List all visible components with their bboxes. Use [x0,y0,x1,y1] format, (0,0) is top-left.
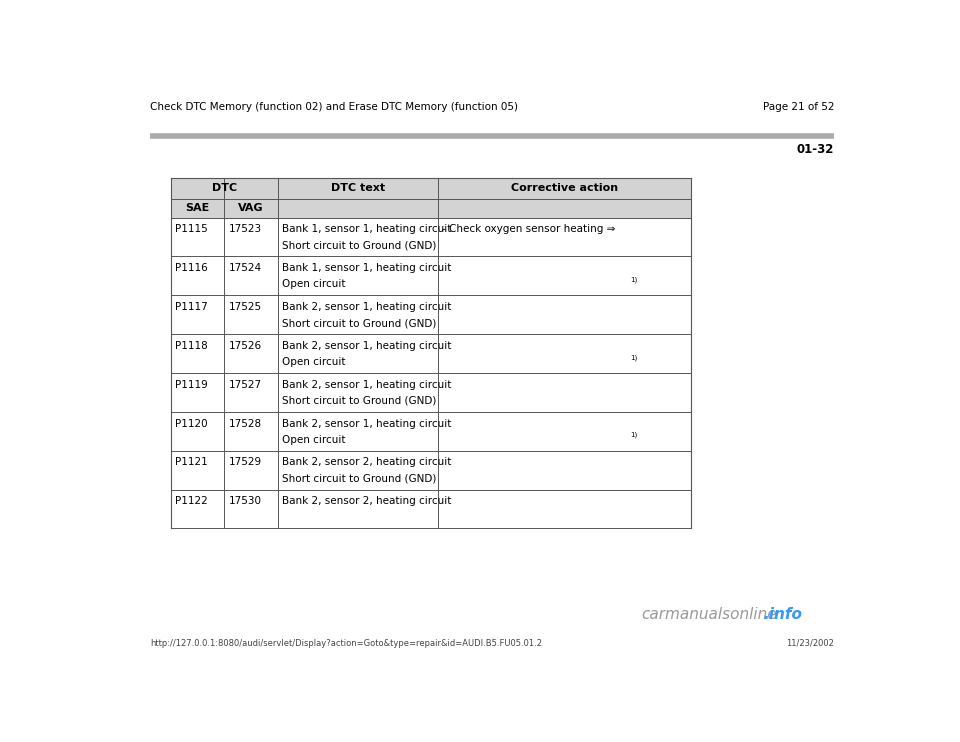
Text: P1116: P1116 [175,263,207,273]
Text: 17528: 17528 [228,418,262,428]
Text: Page 21 of 52: Page 21 of 52 [763,102,834,111]
Text: Bank 2, sensor 1, heating circuit: Bank 2, sensor 1, heating circuit [282,380,451,390]
Text: 17524: 17524 [228,263,262,273]
Text: 17525: 17525 [228,302,262,312]
Text: P1115: P1115 [175,224,207,234]
Text: Bank 1, sensor 1, heating circuit: Bank 1, sensor 1, heating circuit [282,224,451,234]
Text: 17523: 17523 [228,224,262,234]
Text: 01-32: 01-32 [797,143,834,157]
Text: Bank 2, sensor 2, heating circuit: Bank 2, sensor 2, heating circuit [282,496,451,506]
Bar [171,200,691,217]
Text: Corrective action: Corrective action [511,183,618,194]
Text: Bank 2, sensor 1, heating circuit: Bank 2, sensor 1, heating circuit [282,302,451,312]
Text: http://127.0.0.1:8080/audi/servlet/Display?action=Goto&type=repair&id=AUDI.B5.FU: http://127.0.0.1:8080/audi/servlet/Displ… [150,639,541,648]
Text: Open circuit: Open circuit [282,280,346,289]
Text: P1117: P1117 [175,302,207,312]
Text: Bank 2, sensor 1, heating circuit: Bank 2, sensor 1, heating circuit [282,418,451,428]
Text: Open circuit: Open circuit [282,357,346,367]
Text: 1): 1) [631,277,637,283]
Text: Short circuit to Ground (GND): Short circuit to Ground (GND) [282,240,437,251]
Text: carmanualsonline: carmanualsonline [641,606,777,622]
Text: Bank 2, sensor 1, heating circuit: Bank 2, sensor 1, heating circuit [282,341,451,351]
Text: Check DTC Memory (function 02) and Erase DTC Memory (function 05): Check DTC Memory (function 02) and Erase… [150,102,517,111]
Text: 17529: 17529 [228,457,262,467]
Text: P1119: P1119 [175,380,207,390]
Text: P1121: P1121 [175,457,207,467]
Text: 1): 1) [631,354,637,361]
Text: .info: .info [763,606,803,622]
Text: SAE: SAE [185,203,209,214]
Text: P1118: P1118 [175,341,207,351]
Text: DTC text: DTC text [330,183,385,194]
Text: 17530: 17530 [228,496,262,506]
Text: P1122: P1122 [175,496,207,506]
Text: Short circuit to Ground (GND): Short circuit to Ground (GND) [282,318,437,328]
Text: VAG: VAG [238,203,264,214]
Text: P1120: P1120 [175,418,207,428]
Text: DTC: DTC [211,183,237,194]
Text: Bank 2, sensor 2, heating circuit: Bank 2, sensor 2, heating circuit [282,457,451,467]
Text: 1): 1) [631,432,637,439]
Text: Bank 1, sensor 1, heating circuit: Bank 1, sensor 1, heating circuit [282,263,451,273]
Text: 17526: 17526 [228,341,262,351]
Text: Open circuit: Open circuit [282,435,346,444]
Text: Short circuit to Ground (GND): Short circuit to Ground (GND) [282,396,437,406]
Text: Short circuit to Ground (GND): Short circuit to Ground (GND) [282,473,437,484]
Text: 17527: 17527 [228,380,262,390]
Bar [171,177,691,200]
Text: - Check oxygen sensor heating ⇒: - Check oxygen sensor heating ⇒ [443,224,619,234]
Text: 11/23/2002: 11/23/2002 [786,639,834,648]
